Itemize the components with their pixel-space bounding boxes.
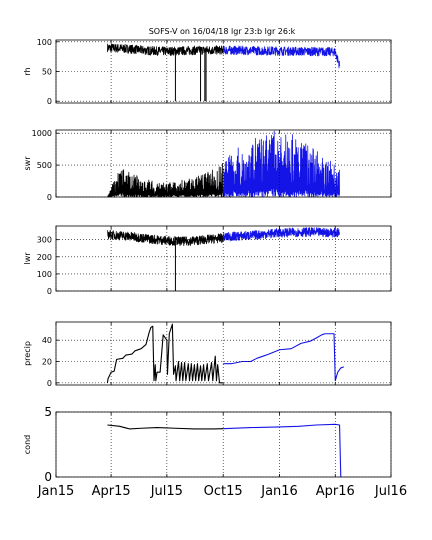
rh-series-line-1 — [222, 45, 340, 69]
x-tick-label-6: Jul16 — [374, 484, 407, 499]
cond-series-line-0 — [107, 424, 224, 430]
x-tick-label-0: Jan15 — [37, 484, 75, 499]
lwr-ytick-label-1: 100 — [37, 270, 52, 279]
precip-ytick-label-2: 40 — [42, 336, 52, 345]
rh-ytick-label-1: 50 — [42, 68, 52, 77]
x-tick-label-3: Oct15 — [204, 484, 243, 499]
swr-series-line-1 — [222, 130, 340, 198]
precip-series-line-1 — [223, 333, 345, 382]
lwr-series-line-1 — [222, 227, 340, 242]
cond-ytick-label-1: 5 — [44, 405, 52, 419]
swr-ytick-label-1: 500 — [37, 161, 52, 170]
panel-cond: 0 5 cond — [23, 405, 392, 484]
rh-ytick-label-2: 100 — [37, 38, 52, 47]
cond-ytick-label-0: 0 — [44, 470, 52, 484]
panel-lwr: 0 100 200 300 lwr — [23, 225, 392, 296]
cond-series-line-1 — [223, 423, 342, 478]
x-tick-labels: Jan15 Apr15 Jul15 Oct15 Jan16 Apr16 Jul16 — [37, 484, 407, 499]
panel-swr: 0 500 1000 swr — [23, 129, 392, 202]
panel-rh: 0 50 100 rh — [23, 38, 392, 106]
panel-precip: 0 20 40 precip — [23, 321, 392, 388]
rh-ylabel: rh — [23, 67, 32, 75]
cond-ylabel: cond — [23, 435, 32, 454]
precip-axes-frame — [55, 321, 392, 386]
precip-ytick-label-0: 0 — [47, 379, 52, 388]
precip-ylabel: precip — [23, 341, 32, 366]
rh-series-line-0 — [107, 43, 224, 56]
lwr-ytick-label-3: 300 — [37, 236, 52, 245]
x-tick-label-1: Apr15 — [92, 484, 131, 499]
lwr-ytick-label-0: 0 — [47, 287, 52, 296]
lwr-ylabel: lwr — [23, 252, 32, 265]
rh-ytick-label-0: 0 — [47, 97, 52, 106]
lwr-series-line-0 — [107, 230, 224, 247]
x-tick-label-4: Jan16 — [260, 484, 298, 499]
panels: 050100rh05001000swr0100200300lwr02040pre… — [23, 38, 407, 499]
x-tick-label-5: Apr16 — [316, 484, 355, 499]
swr-ytick-label-0: 0 — [47, 193, 52, 202]
x-tick-label-2: Jul15 — [150, 484, 183, 499]
figure-title: SOFS-V on 16/04/18 lgr 23:b lgr 26:k — [149, 27, 296, 36]
swr-ylabel: swr — [23, 156, 32, 171]
lwr-ytick-label-2: 200 — [37, 253, 52, 262]
precip-ytick-label-1: 20 — [42, 358, 52, 367]
precip-series-line-0 — [106, 323, 223, 384]
swr-series-line-0 — [107, 163, 224, 198]
swr-ytick-label-2: 1000 — [32, 129, 52, 138]
